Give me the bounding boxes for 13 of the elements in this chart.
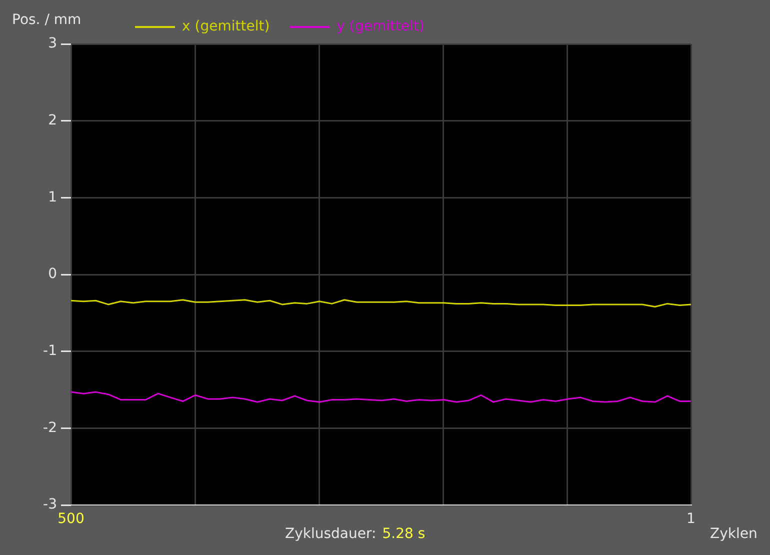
y-tick-label: -3 — [43, 496, 57, 513]
y-tick-label: 0 — [48, 266, 57, 282]
y-tick-label: -2 — [43, 420, 57, 436]
legend-label: x (gemittelt) — [182, 18, 270, 35]
y-tick-label: -1 — [43, 342, 57, 359]
y-tick-label: 1 — [48, 189, 57, 206]
y-tick-label: 3 — [48, 36, 57, 52]
y-axis-title: Pos. / mm — [12, 12, 82, 28]
text: Zyklusdauer: 5.28 s — [285, 526, 426, 542]
legend-label: y (gemittelt) — [336, 18, 424, 35]
x-tick-label: 500 — [58, 511, 84, 528]
x-axis-title: Zyklen — [710, 526, 758, 542]
y-tick-label: 2 — [48, 112, 57, 128]
